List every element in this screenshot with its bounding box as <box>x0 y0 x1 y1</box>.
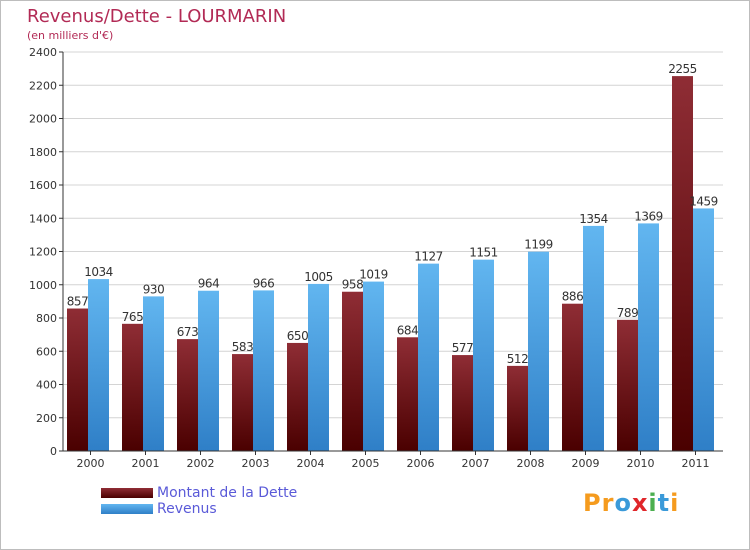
bar-debt <box>672 76 693 451</box>
bar-debt <box>177 339 198 451</box>
bar-revenus <box>198 290 219 451</box>
bar-revenus <box>418 263 439 451</box>
bar-debt <box>562 303 583 451</box>
y-tick-label: 2400 <box>29 46 57 59</box>
y-tick-label: 1200 <box>29 246 57 259</box>
legend-item-revenus: Revenus <box>101 501 361 519</box>
bar-revenus <box>308 283 329 451</box>
logo-letter: i <box>648 489 658 517</box>
x-tick-label: 2010 <box>627 457 655 470</box>
y-tick-label: 1000 <box>29 279 57 292</box>
bar-revenus <box>638 223 659 451</box>
data-label-debt: 512 <box>507 352 528 366</box>
data-label-debt: 789 <box>617 306 638 320</box>
logo-letter: P <box>583 489 602 517</box>
data-label-debt: 2255 <box>668 62 697 76</box>
bar-debt <box>67 308 88 451</box>
data-label-debt: 684 <box>397 323 418 337</box>
bar-debt <box>122 323 143 451</box>
x-tick-label: 2011 <box>682 457 710 470</box>
data-label-debt: 886 <box>562 290 583 304</box>
bar-chart: 0 200 400 600 800 1000 1200 1400 1600 1800 2000 220… <box>29 46 723 470</box>
x-tick-label: 2006 <box>407 457 435 470</box>
legend-label-revenus: Revenus <box>157 501 217 517</box>
logo-letter: i <box>670 489 680 517</box>
data-label-revenus: 930 <box>143 282 164 296</box>
logo-letter: o <box>614 489 632 517</box>
data-label-debt: 857 <box>67 295 88 309</box>
x-tick-label: 2003 <box>242 457 270 470</box>
data-label-debt: 765 <box>122 310 143 324</box>
x-tick-label: 2000 <box>77 457 105 470</box>
data-label-revenus: 1034 <box>84 265 113 279</box>
y-tick-label: 400 <box>36 379 57 392</box>
bar-revenus <box>253 290 274 451</box>
y-tick-label: 600 <box>36 345 57 358</box>
data-label-debt: 577 <box>452 341 473 355</box>
bar-revenus <box>363 281 384 451</box>
bar-debt <box>287 342 308 451</box>
data-label-debt: 650 <box>287 329 308 343</box>
y-tick-label: 1800 <box>29 146 57 159</box>
y-tick-label: 200 <box>36 412 57 425</box>
bar-debt <box>617 319 638 451</box>
data-label-revenus: 964 <box>198 277 219 291</box>
data-label-debt: 583 <box>232 340 253 354</box>
y-tick-label: 0 <box>50 445 57 458</box>
x-tick-label: 2009 <box>572 457 600 470</box>
data-label-revenus: 1354 <box>579 212 608 226</box>
data-label-revenus: 1019 <box>359 268 388 282</box>
bar-revenus <box>528 251 549 451</box>
data-label-revenus: 966 <box>253 276 274 290</box>
y-tick-label: 1600 <box>29 179 57 192</box>
bar-revenus <box>473 259 494 451</box>
y-tick-label: 2200 <box>29 79 57 92</box>
bar-revenus <box>88 279 109 451</box>
bar-debt <box>397 337 418 451</box>
data-label-debt: 673 <box>177 325 198 339</box>
legend-label-debt: Montant de la Dette <box>157 485 298 501</box>
bar-revenus <box>583 225 604 451</box>
bar-revenus <box>693 208 714 451</box>
chart-subtitle: (en milliers d'€) <box>27 29 114 42</box>
bar-debt <box>342 291 363 451</box>
data-label-revenus: 1459 <box>689 194 718 208</box>
y-tick-label: 1400 <box>29 212 57 225</box>
x-tick-label: 2007 <box>462 457 490 470</box>
x-tick-label: 2002 <box>187 457 215 470</box>
y-tick-label: 2000 <box>29 113 57 126</box>
legend-swatch-revenus <box>101 504 153 514</box>
data-label-revenus: 1005 <box>304 270 333 284</box>
data-label-revenus: 1127 <box>414 250 443 264</box>
data-label-revenus: 1199 <box>524 238 553 252</box>
x-tick-label: 2004 <box>297 457 325 470</box>
x-tick-label: 2001 <box>132 457 160 470</box>
legend-swatch-debt <box>101 488 153 498</box>
bar-debt <box>507 365 528 451</box>
chart-title: Revenus/Dette - LOURMARIN <box>27 6 287 27</box>
x-tick-label: 2008 <box>517 457 545 470</box>
proxiti-logo: Proxiti <box>583 489 679 517</box>
logo-letter: r <box>601 489 615 517</box>
legend-item-debt: Montant de la Dette <box>101 485 361 503</box>
bar-debt <box>452 355 473 451</box>
y-tick-label: 800 <box>36 312 57 325</box>
logo-letter: x <box>631 489 649 517</box>
x-tick-label: 2005 <box>352 457 380 470</box>
logo-letter: t <box>657 489 671 517</box>
bar-revenus <box>143 296 164 451</box>
data-label-revenus: 1369 <box>634 209 663 223</box>
data-label-revenus: 1151 <box>469 246 498 260</box>
bar-debt <box>232 354 253 451</box>
data-label-debt: 958 <box>342 278 363 292</box>
